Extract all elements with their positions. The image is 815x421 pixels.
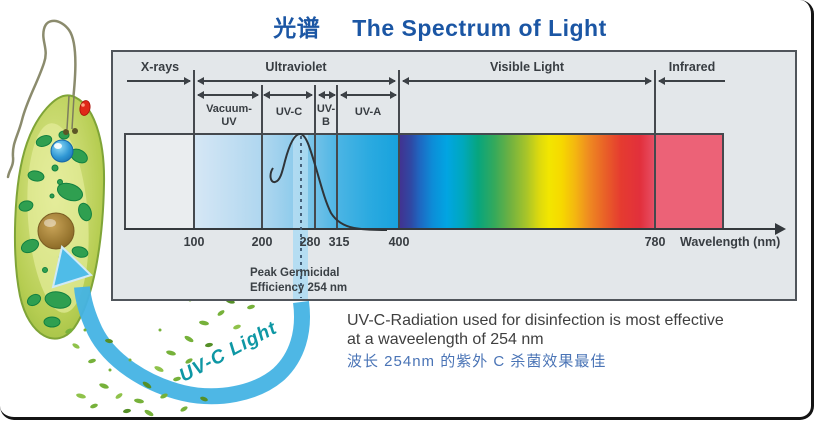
tick-400: 400 [388,235,410,249]
uv-a-range-arrow [340,91,397,99]
axis-label: Wavelength (nm) [680,235,781,249]
gullet [66,95,75,130]
spectrum-bar-border [124,133,724,230]
label-uv-c: UV-C [275,106,303,118]
title-en: The Spectrum of Light [352,15,607,41]
vacuum-uv-range-arrow [197,91,259,99]
label-vacuum-uv: Vacuum- UV [206,103,252,128]
divider-400nm [398,70,400,230]
caption-zh: 波长 254nm 的紫外 C 杀菌效果最佳 [347,353,607,370]
visible-range-arrow [402,77,652,85]
ultraviolet-range-arrow [197,77,396,85]
label-uv-a: UV-A [354,106,382,118]
divider-780nm [654,70,656,230]
xrays-range-arrow [127,77,191,85]
spectrum-bar [124,133,724,230]
label-ultraviolet: Ultraviolet [265,60,327,74]
label-xrays: X-rays [140,60,180,74]
divider-200nm [261,85,263,230]
flagellum [6,19,77,179]
wavelength-axis [124,228,776,230]
page-title: 光谱 The Spectrum of Light [140,9,740,43]
tick-780: 780 [644,235,666,249]
uv-c-range-arrow [263,91,313,99]
infrared-range-arrow [658,77,725,85]
divider-100nm [193,70,195,230]
peak-germicidal-note: Peak Germicidal Efficiency 254 nm [250,267,348,294]
arrowhead [51,245,93,289]
chloroplasts [18,130,92,328]
uv-b-range-arrow [318,91,336,99]
uv-c-arc-arrow [51,245,310,405]
caption-line2: at a waveelength of 254 nm [347,331,544,348]
title-zh: 光谱 [273,15,321,41]
tick-280: 280 [299,235,321,249]
tick-315: 315 [328,235,350,249]
divider-280nm [314,85,316,230]
label-infrared: Infrared [668,60,716,74]
axis-arrowhead-icon [775,223,786,235]
spectrum-panel: X-rays Ultraviolet Visible Light Infrare… [111,50,797,301]
eyespot [79,100,91,116]
basal-dot [72,128,78,134]
tick-100: 100 [183,235,205,249]
label-uv-b: UV- B [316,103,336,128]
caption-line1: UV-C-Radiation used for disinfection is … [347,312,724,329]
tick-200: 200 [251,235,273,249]
nucleus [37,212,75,250]
divider-315nm [336,85,338,230]
blue-vacuole [50,139,74,163]
label-visible-light: Visible Light [489,60,565,74]
basal-dot [63,129,69,135]
